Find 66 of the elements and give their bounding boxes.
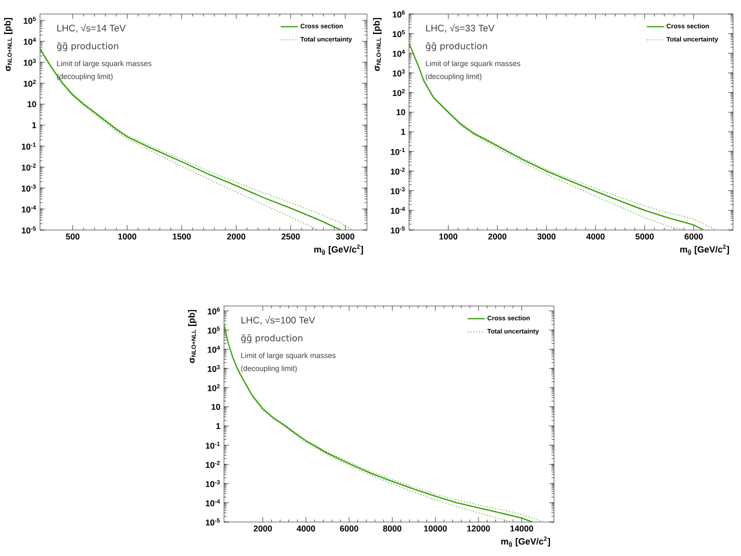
x-tick-label: 6000 xyxy=(340,526,358,532)
x-tick-label: 8000 xyxy=(383,526,402,532)
y-tick-label: 10$^{5}$ xyxy=(24,16,36,24)
y-tick-label: 10$^{-3}$ xyxy=(390,187,405,194)
text: LHC, √s=14 TeV xyxy=(57,24,126,33)
y-tick-label: 10$^{-4}$ xyxy=(22,206,36,213)
y-tick-label: 10$^{4}$ xyxy=(24,38,36,45)
x-tick-label: 5000 xyxy=(635,234,654,240)
y-tick-label: 10$^{-1}$ xyxy=(22,142,36,150)
y-tick-label: 10$^{6}$ xyxy=(208,307,220,314)
y-tick-label: 10$^{-3}$ xyxy=(206,480,220,488)
text: g̃g̃ production xyxy=(57,42,118,52)
y-tick-label: 10$^{-5}$ xyxy=(22,226,36,234)
y-tick-label: 10$^{4}$ xyxy=(208,346,220,353)
y-tick-label: 10$^{-2}$ xyxy=(390,168,405,175)
y-tick-label: 10$^{5}$ xyxy=(392,30,405,38)
x-tick-label: 2000 xyxy=(254,526,272,532)
y-tick-label: 10$^{3}$ xyxy=(24,58,36,66)
x-tick-label: 2000 xyxy=(227,234,246,240)
x-tick-label: 1000 xyxy=(439,234,458,240)
x-tick-label: 10000 xyxy=(424,526,447,532)
y-tick-label: 10$^{3}$ xyxy=(208,364,220,372)
y-tick-label: 10$^{4}$ xyxy=(392,50,405,57)
x-axis-title: m$_{g̃}$ [GeV/c$^{2}$] xyxy=(680,244,729,255)
y-tick-label: 10$^{-2}$ xyxy=(206,460,220,468)
text: g̃g̃ production xyxy=(241,334,302,344)
y-tick-label: 1 xyxy=(401,128,406,135)
y-tick-label: 10$^{-4}$ xyxy=(390,206,405,214)
y-axis-title: σ$_{NLO+NLL}$ [pb] xyxy=(188,310,196,363)
y-tick-label: 10$^{2}$ xyxy=(24,80,36,87)
y-tick-label: 10 xyxy=(396,109,406,116)
text: LHC, √s=100 TeV xyxy=(241,316,316,325)
y-tick-label: 1 xyxy=(32,122,36,128)
x-axis-title: m$_{g̃}$ [GeV/c$^{2}$] xyxy=(501,536,550,547)
x-tick-label: 500 xyxy=(66,234,80,240)
x-tick-label: 14000 xyxy=(510,526,534,532)
y-tick-label: 10$^{-2}$ xyxy=(22,164,36,171)
x-tick-label: 3000 xyxy=(336,234,354,240)
x-tick-label: 1000 xyxy=(118,234,136,240)
y-tick-label: 10$^{-1}$ xyxy=(206,442,220,449)
y-tick-label: 10$^{-4}$ xyxy=(206,499,220,506)
x-axis-title: m$_{g̃}$ [GeV/c$^{2}$] xyxy=(314,244,363,255)
x-tick-label: 4000 xyxy=(296,526,316,532)
y-tick-label: 10 xyxy=(212,404,220,410)
y-tick-label: 10$^{3}$ xyxy=(392,69,405,76)
x-tick-label: 2000 xyxy=(488,234,506,240)
x-tick-label: 6000 xyxy=(684,234,703,240)
y-tick-label: 10$^{-1}$ xyxy=(390,148,405,155)
y-tick-label: 1 xyxy=(216,423,220,429)
y-axis-title: σ$_{NLO+NLL}$ [pb] xyxy=(373,18,382,71)
y-tick-label: 10$^{-5}$ xyxy=(206,518,220,526)
x-tick-label: 3000 xyxy=(537,234,556,240)
y-tick-label: 10$^{2}$ xyxy=(392,89,405,96)
text: LHC, √s=33 TeV xyxy=(426,24,494,33)
y-tick-label: 10$^{6}$ xyxy=(392,10,405,18)
x-tick-label: 1500 xyxy=(172,234,191,240)
y-axis-title: σ$_{NLO+NLL}$ [pb] xyxy=(4,18,12,71)
y-tick-label: 10 xyxy=(28,101,36,108)
x-tick-label: 12000 xyxy=(467,526,490,532)
y-tick-label: 10$^{2}$ xyxy=(208,384,220,392)
y-tick-label: 10$^{-5}$ xyxy=(390,226,405,234)
x-tick-label: 2500 xyxy=(282,234,300,240)
y-tick-label: 10$^{-3}$ xyxy=(22,184,36,192)
x-tick-label: 4000 xyxy=(586,234,605,240)
text: g̃g̃ production xyxy=(426,42,488,52)
y-tick-label: 10$^{5}$ xyxy=(208,326,220,334)
